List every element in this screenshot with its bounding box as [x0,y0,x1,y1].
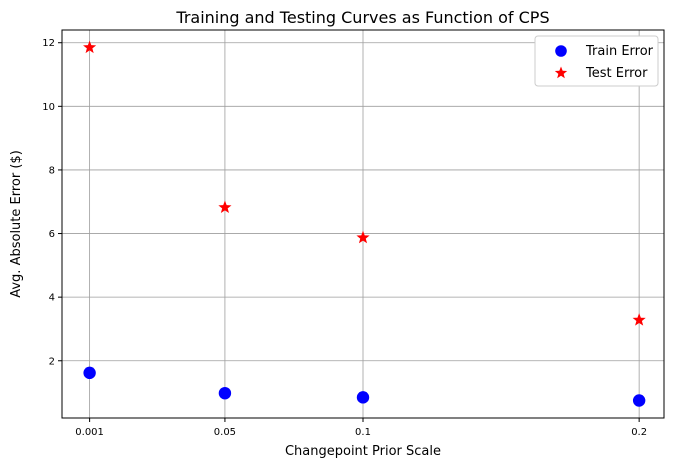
train-error-series [83,366,646,407]
test-error-point [83,40,97,54]
train-error-point [632,394,646,407]
legend-marker-train-error [555,45,567,57]
y-tick-label: 2 [49,356,55,367]
y-axis-ticks: 2 4 6 8 10 12 [42,38,62,367]
legend-label-train-error: Train Error [585,44,654,59]
x-tick-label: 0.2 [631,427,647,438]
x-axis-ticks: 0.001 0.05 0.1 0.2 [75,418,647,438]
y-tick-label: 4 [49,293,55,304]
x-tick-label: 0.001 [75,427,104,438]
series-layer [83,40,646,407]
train-error-point [356,391,370,404]
chart-title: Training and Testing Curves as Function … [175,8,549,27]
x-tick-label: 0.1 [355,427,371,438]
y-tick-label: 12 [42,38,55,49]
x-axis-label: Changepoint Prior Scale [285,444,441,459]
y-tick-label: 8 [49,165,55,176]
test-error-series [83,40,646,326]
legend-marker-test-error [554,66,568,79]
test-error-point [356,230,370,244]
y-tick-label: 6 [49,229,55,240]
legend-label-test-error: Test Error [585,66,648,81]
grid-layer [62,30,664,418]
train-error-point [218,386,232,400]
test-error-point [218,200,232,214]
train-error-point [83,366,96,380]
legend: Train Error Test Error [534,35,659,87]
x-tick-label: 0.05 [214,427,236,438]
test-error-point [632,313,646,326]
y-tick-label: 10 [42,102,55,113]
y-axis-label: Avg. Absolute Error ($) [9,150,24,298]
